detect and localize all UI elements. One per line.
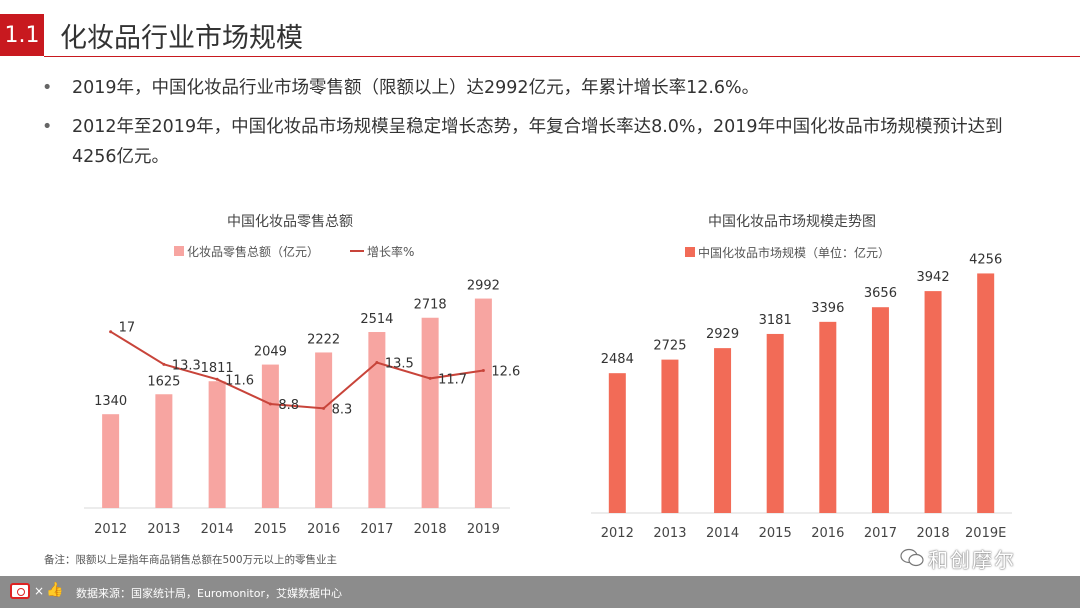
x-tick-label: 2012 bbox=[601, 526, 634, 541]
growth-rate-label: 17 bbox=[119, 321, 136, 336]
x-tick-label: 2015 bbox=[759, 526, 792, 541]
bar-value-label: 3396 bbox=[811, 301, 844, 316]
bullet-text: 2019年，中国化妆品行业市场零售额（限额以上）达2992亿元，年累计增长率12… bbox=[72, 78, 760, 98]
growth-rate-point bbox=[375, 361, 379, 365]
x-tick-label: 2015 bbox=[254, 522, 287, 537]
growth-rate-point bbox=[428, 376, 432, 380]
bar-value-label: 4256 bbox=[969, 252, 1002, 267]
x-tick-label: 2014 bbox=[201, 522, 234, 537]
bar bbox=[608, 373, 626, 513]
bar-value-label: 2992 bbox=[467, 279, 500, 294]
bar bbox=[766, 333, 784, 513]
bar-value-label: 2049 bbox=[254, 345, 287, 360]
bar-value-label: 1811 bbox=[201, 361, 234, 376]
bar bbox=[924, 291, 942, 513]
x-tick-label: 2014 bbox=[706, 526, 739, 541]
chart-title: 中国化妆品零售总额 bbox=[227, 214, 353, 230]
bar bbox=[474, 298, 492, 508]
bar-value-label: 2929 bbox=[706, 327, 739, 342]
growth-rate-label: 13.5 bbox=[385, 357, 414, 372]
bullet-text: 2012年至2019年，中国化妆品市场规模呈稳定增长态势，年复合增长率达8.0%… bbox=[72, 117, 1003, 167]
growth-rate-point bbox=[481, 368, 485, 372]
legend-label-bar: 中国化妆品市场规模（单位：亿元） bbox=[698, 245, 890, 260]
footer-bar: × 👍 数据来源：国家统计局，Euromonitor，艾媒数据中心 bbox=[0, 576, 1080, 608]
bar-value-label: 3656 bbox=[864, 286, 897, 301]
legend-swatch-bar bbox=[685, 247, 695, 257]
x-tick-label: 2016 bbox=[811, 526, 844, 541]
growth-rate-label: 8.8 bbox=[278, 398, 299, 413]
legend-label-bar: 化妆品零售总额（亿元） bbox=[187, 244, 319, 259]
bar bbox=[871, 307, 889, 513]
chart-title: 中国化妆品市场规模走势图 bbox=[708, 213, 876, 230]
bar-value-label: 1625 bbox=[147, 374, 180, 389]
page-title: 化妆品行业市场规模 bbox=[60, 23, 303, 54]
growth-rate-label: 13.3 bbox=[172, 358, 201, 373]
title-divider bbox=[44, 56, 1080, 57]
bar-value-label: 2484 bbox=[601, 352, 634, 367]
bar bbox=[315, 352, 333, 508]
bar bbox=[819, 321, 837, 513]
x-tick-label: 2019E bbox=[965, 526, 1006, 541]
growth-rate-point bbox=[268, 402, 272, 406]
bar bbox=[714, 348, 732, 513]
watermark: 和创摩尔 bbox=[928, 548, 1016, 572]
bar bbox=[155, 394, 173, 508]
bar bbox=[102, 414, 120, 508]
thumbs-up-icon: 👍 bbox=[46, 582, 64, 598]
x-tick-label: 2019 bbox=[467, 522, 500, 537]
growth-rate-point bbox=[162, 362, 166, 366]
growth-rate-point bbox=[215, 377, 219, 381]
bar bbox=[208, 381, 226, 508]
x-tick-label: 2012 bbox=[94, 522, 127, 537]
bar-value-label: 2222 bbox=[307, 332, 340, 347]
bullet-marker: • bbox=[42, 117, 53, 137]
bar bbox=[421, 317, 439, 508]
bar-value-label: 2725 bbox=[653, 339, 686, 354]
footnote: 备注：限额以上是指年商品销售总额在500万元以上的零售业主 bbox=[44, 554, 338, 566]
growth-rate-point bbox=[109, 330, 113, 334]
bar bbox=[661, 359, 679, 513]
bullet-item: • 2012年至2019年，中国化妆品市场规模呈稳定增长态势，年复合增长率达8.… bbox=[42, 112, 1042, 172]
x-tick-label: 2016 bbox=[307, 522, 340, 537]
retail-sales-chart: 中国化妆品零售总额 化妆品零售总额（亿元） 增长率% 1340 1625 1811 2… bbox=[84, 214, 520, 537]
x-tick-label: 2013 bbox=[653, 526, 686, 541]
growth-rate-line bbox=[110, 330, 484, 410]
section-number-badge: 1.1 bbox=[0, 14, 44, 56]
growth-rate-label: 11.7 bbox=[438, 372, 467, 387]
wechat-icon bbox=[900, 548, 924, 568]
growth-rate-point bbox=[322, 406, 326, 410]
bar-value-label: 2718 bbox=[414, 298, 447, 313]
x-tick-label: 2013 bbox=[147, 522, 180, 537]
x-tick-label: 2018 bbox=[917, 526, 950, 541]
growth-rate-label: 12.6 bbox=[491, 364, 520, 379]
legend-swatch-bar bbox=[174, 246, 184, 256]
legend-label-line: 增长率% bbox=[367, 244, 414, 259]
camera-logo-icon bbox=[10, 583, 30, 599]
data-source: 数据来源：国家统计局，Euromonitor，艾媒数据中心 bbox=[76, 587, 342, 600]
growth-rate-label: 8.3 bbox=[332, 402, 353, 417]
bar-value-label: 3181 bbox=[759, 313, 792, 328]
bar bbox=[368, 332, 386, 508]
logo-separator: × bbox=[34, 584, 45, 598]
bullet-list: • 2019年，中国化妆品行业市场零售额（限额以上）达2992亿元，年累计增长率… bbox=[42, 72, 1042, 172]
bar-value-label: 1340 bbox=[94, 394, 127, 409]
x-tick-label: 2017 bbox=[360, 522, 393, 537]
bar bbox=[261, 364, 279, 508]
x-tick-label: 2018 bbox=[414, 522, 447, 537]
market-size-chart: 中国化妆品市场规模走势图 中国化妆品市场规模（单位：亿元） 2484 2725 29… bbox=[591, 213, 1012, 541]
bar-value-label: 3942 bbox=[917, 270, 950, 285]
bar-value-label: 2514 bbox=[360, 312, 393, 327]
bullet-item: • 2019年，中国化妆品行业市场零售额（限额以上）达2992亿元，年累计增长率… bbox=[42, 73, 1042, 103]
bar bbox=[977, 273, 995, 513]
x-tick-label: 2017 bbox=[864, 526, 897, 541]
growth-rate-label: 11.6 bbox=[225, 373, 254, 388]
bullet-marker: • bbox=[42, 78, 53, 98]
